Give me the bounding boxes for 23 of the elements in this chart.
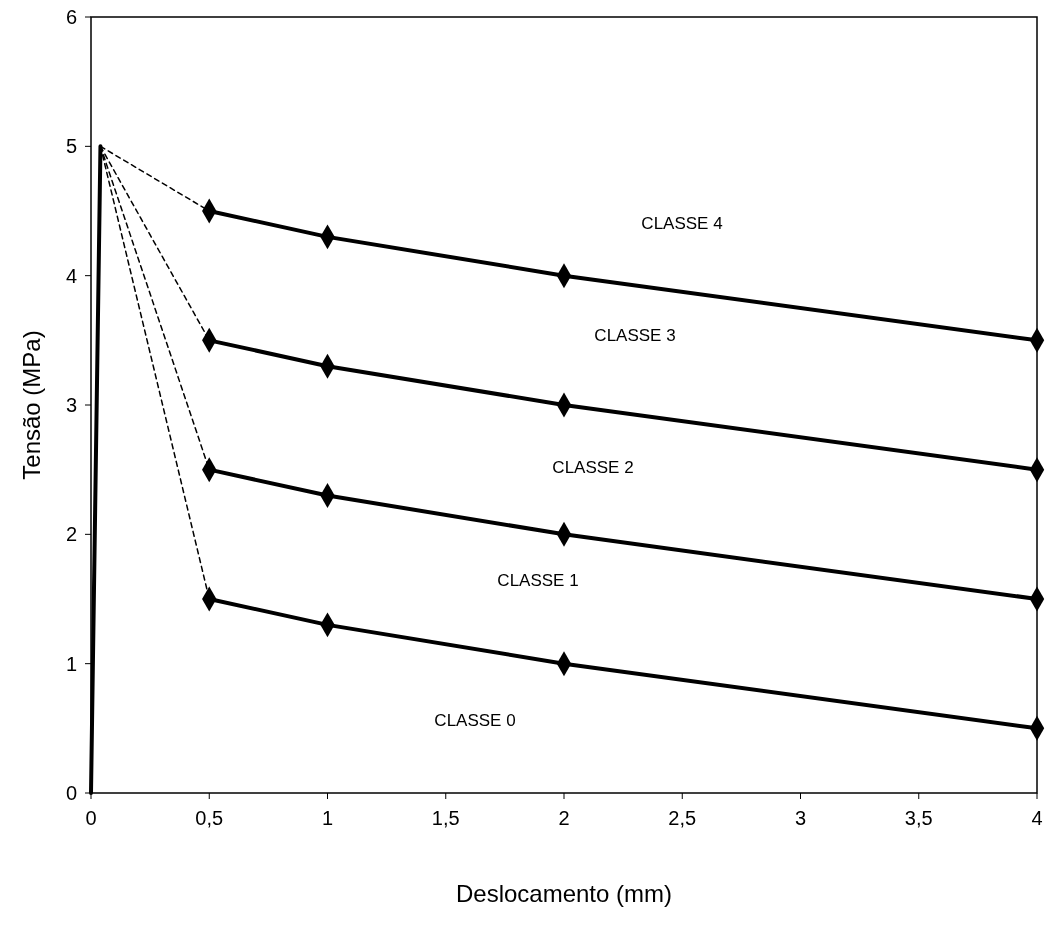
annotation: CLASSE 0 [434, 711, 516, 730]
x-tick-label: 0,5 [195, 807, 224, 829]
x-tick-label: 0 [85, 807, 97, 829]
x-tick-label: 2 [558, 807, 570, 829]
y-tick-label: 6 [65, 6, 77, 28]
y-tick-label: 3 [65, 394, 77, 416]
annotation: CLASSE 1 [497, 571, 579, 590]
y-tick-label: 2 [65, 523, 77, 546]
x-tick-label: 2,5 [668, 807, 697, 829]
x-axis-title: Deslocamento (mm) [455, 880, 673, 907]
annotation: CLASSE 2 [552, 458, 634, 477]
x-tick-label: 3,5 [904, 807, 933, 829]
y-tick-label: 0 [65, 782, 77, 804]
y-tick-label: 4 [65, 264, 77, 287]
y-tick-label: 1 [65, 652, 77, 675]
x-tick-label: 3 [794, 807, 807, 829]
x-tick-label: 1 [321, 807, 334, 829]
y-axis-title: Tensão (MPa) [18, 330, 45, 480]
annotation: CLASSE 3 [594, 326, 676, 345]
y-tick-label: 5 [65, 135, 77, 158]
x-tick-label: 4 [1031, 807, 1043, 829]
x-tick-label: 1,5 [431, 807, 460, 829]
annotation: CLASSE 4 [641, 214, 723, 233]
